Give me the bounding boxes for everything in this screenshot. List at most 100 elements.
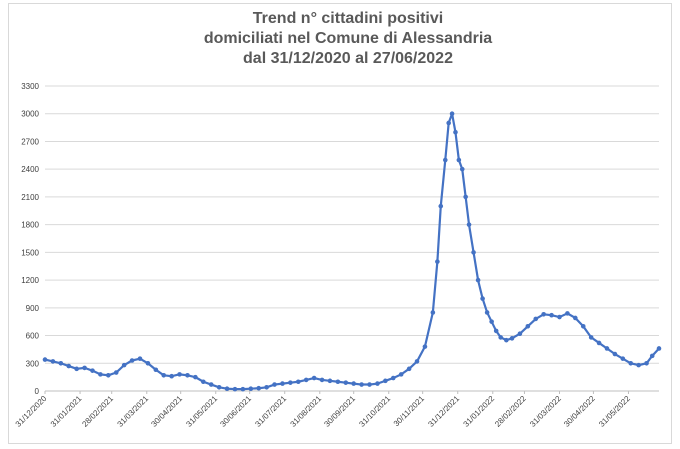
x-tick-label: 31/08/2021 [289, 394, 324, 429]
data-point [604, 346, 610, 351]
x-tick-label: 30/06/2021 [218, 394, 253, 429]
data-point [335, 379, 341, 385]
data-point [484, 310, 490, 315]
y-tick-label: 600 [26, 332, 40, 341]
chart-title-line-1: Trend n° cittadini positivi [253, 10, 443, 27]
data-point [456, 157, 462, 163]
data-point [628, 360, 634, 366]
data-point [359, 382, 364, 387]
data-point [58, 360, 64, 366]
data-point [66, 363, 72, 369]
data-point [517, 331, 523, 336]
x-tick-label: 31/10/2021 [357, 394, 392, 429]
x-tick-label: 31/03/2021 [116, 394, 151, 429]
data-point [541, 311, 546, 317]
chart-title-line-2: domiciliati nel Comune di Alessandria [204, 30, 492, 47]
y-tick-label: 1200 [21, 276, 39, 285]
chart-title-line-3: dal 31/12/2020 al 27/06/2022 [243, 50, 453, 67]
data-point [367, 382, 372, 387]
data-point [649, 353, 655, 359]
y-tick-label: 1500 [21, 248, 39, 257]
data-point [580, 324, 586, 329]
x-tick-label: 31/03/2022 [528, 394, 563, 429]
data-point [588, 335, 594, 340]
data-point [98, 372, 103, 377]
data-point [248, 386, 254, 391]
data-point [596, 340, 602, 346]
gridlines [45, 85, 659, 392]
data-point [351, 381, 356, 386]
data-point [406, 366, 412, 372]
data-point [449, 111, 455, 117]
line-chart: Trend n° cittadini positivi domiciliati … [14, 10, 662, 429]
data-point [435, 259, 440, 264]
data-point [438, 203, 444, 209]
y-tick-label: 3000 [21, 110, 39, 119]
x-tick-label: 28/02/2021 [80, 394, 115, 429]
data-point [398, 372, 404, 377]
data-point [177, 372, 182, 377]
y-tick-label: 0 [35, 387, 40, 396]
data-point [50, 359, 56, 364]
data-point [636, 362, 641, 368]
data-point [390, 375, 396, 381]
data-point [185, 372, 190, 378]
data-point [121, 362, 127, 368]
data-point [549, 312, 554, 318]
data-point [201, 379, 206, 385]
data-point [224, 386, 230, 391]
data-point [509, 336, 515, 341]
x-tick-label: 28/02/2022 [493, 394, 528, 429]
data-point [644, 360, 649, 366]
data-point [480, 296, 485, 301]
data-point [208, 382, 214, 387]
data-point [106, 372, 111, 378]
data-point [264, 385, 269, 390]
data-point [288, 380, 293, 385]
data-point [489, 319, 494, 324]
series-line-group [42, 111, 662, 392]
data-point [343, 380, 349, 385]
data-point [232, 386, 238, 392]
data-point [90, 368, 95, 373]
data-point [422, 344, 428, 349]
data-point [153, 367, 159, 373]
data-point [656, 346, 662, 351]
data-point [504, 337, 509, 343]
data-point [82, 365, 87, 371]
data-point [475, 277, 481, 283]
data-point [620, 356, 626, 361]
data-point [383, 378, 388, 384]
data-point [161, 372, 167, 378]
data-point [129, 358, 135, 363]
data-point [303, 377, 309, 383]
data-point [319, 377, 325, 383]
y-tick-label: 2700 [21, 137, 39, 146]
y-tick-label: 2100 [21, 193, 39, 202]
x-tick-label: 30/04/2021 [149, 394, 184, 429]
data-point [565, 311, 570, 316]
data-point [557, 314, 562, 320]
x-tick-label: 31/12/2021 [426, 394, 461, 429]
data-point [471, 250, 476, 255]
data-point [498, 335, 503, 340]
x-tick-label: 31/12/2020 [14, 394, 49, 429]
data-point [216, 385, 222, 390]
series-line [44, 112, 660, 391]
data-point [446, 120, 451, 126]
data-point [256, 385, 262, 391]
data-point [612, 351, 618, 357]
data-point [493, 328, 499, 334]
data-point [453, 129, 458, 135]
data-point [375, 381, 380, 386]
y-tick-label: 900 [26, 304, 40, 313]
data-point [145, 360, 151, 366]
data-point [459, 166, 465, 172]
data-point [466, 222, 472, 227]
data-point [463, 194, 468, 200]
y-tick-label: 2400 [21, 165, 39, 174]
x-tick-label: 31/07/2021 [253, 394, 288, 429]
chart-frame: Trend n° cittadini positivi domiciliati … [8, 3, 672, 444]
data-point [113, 370, 119, 375]
